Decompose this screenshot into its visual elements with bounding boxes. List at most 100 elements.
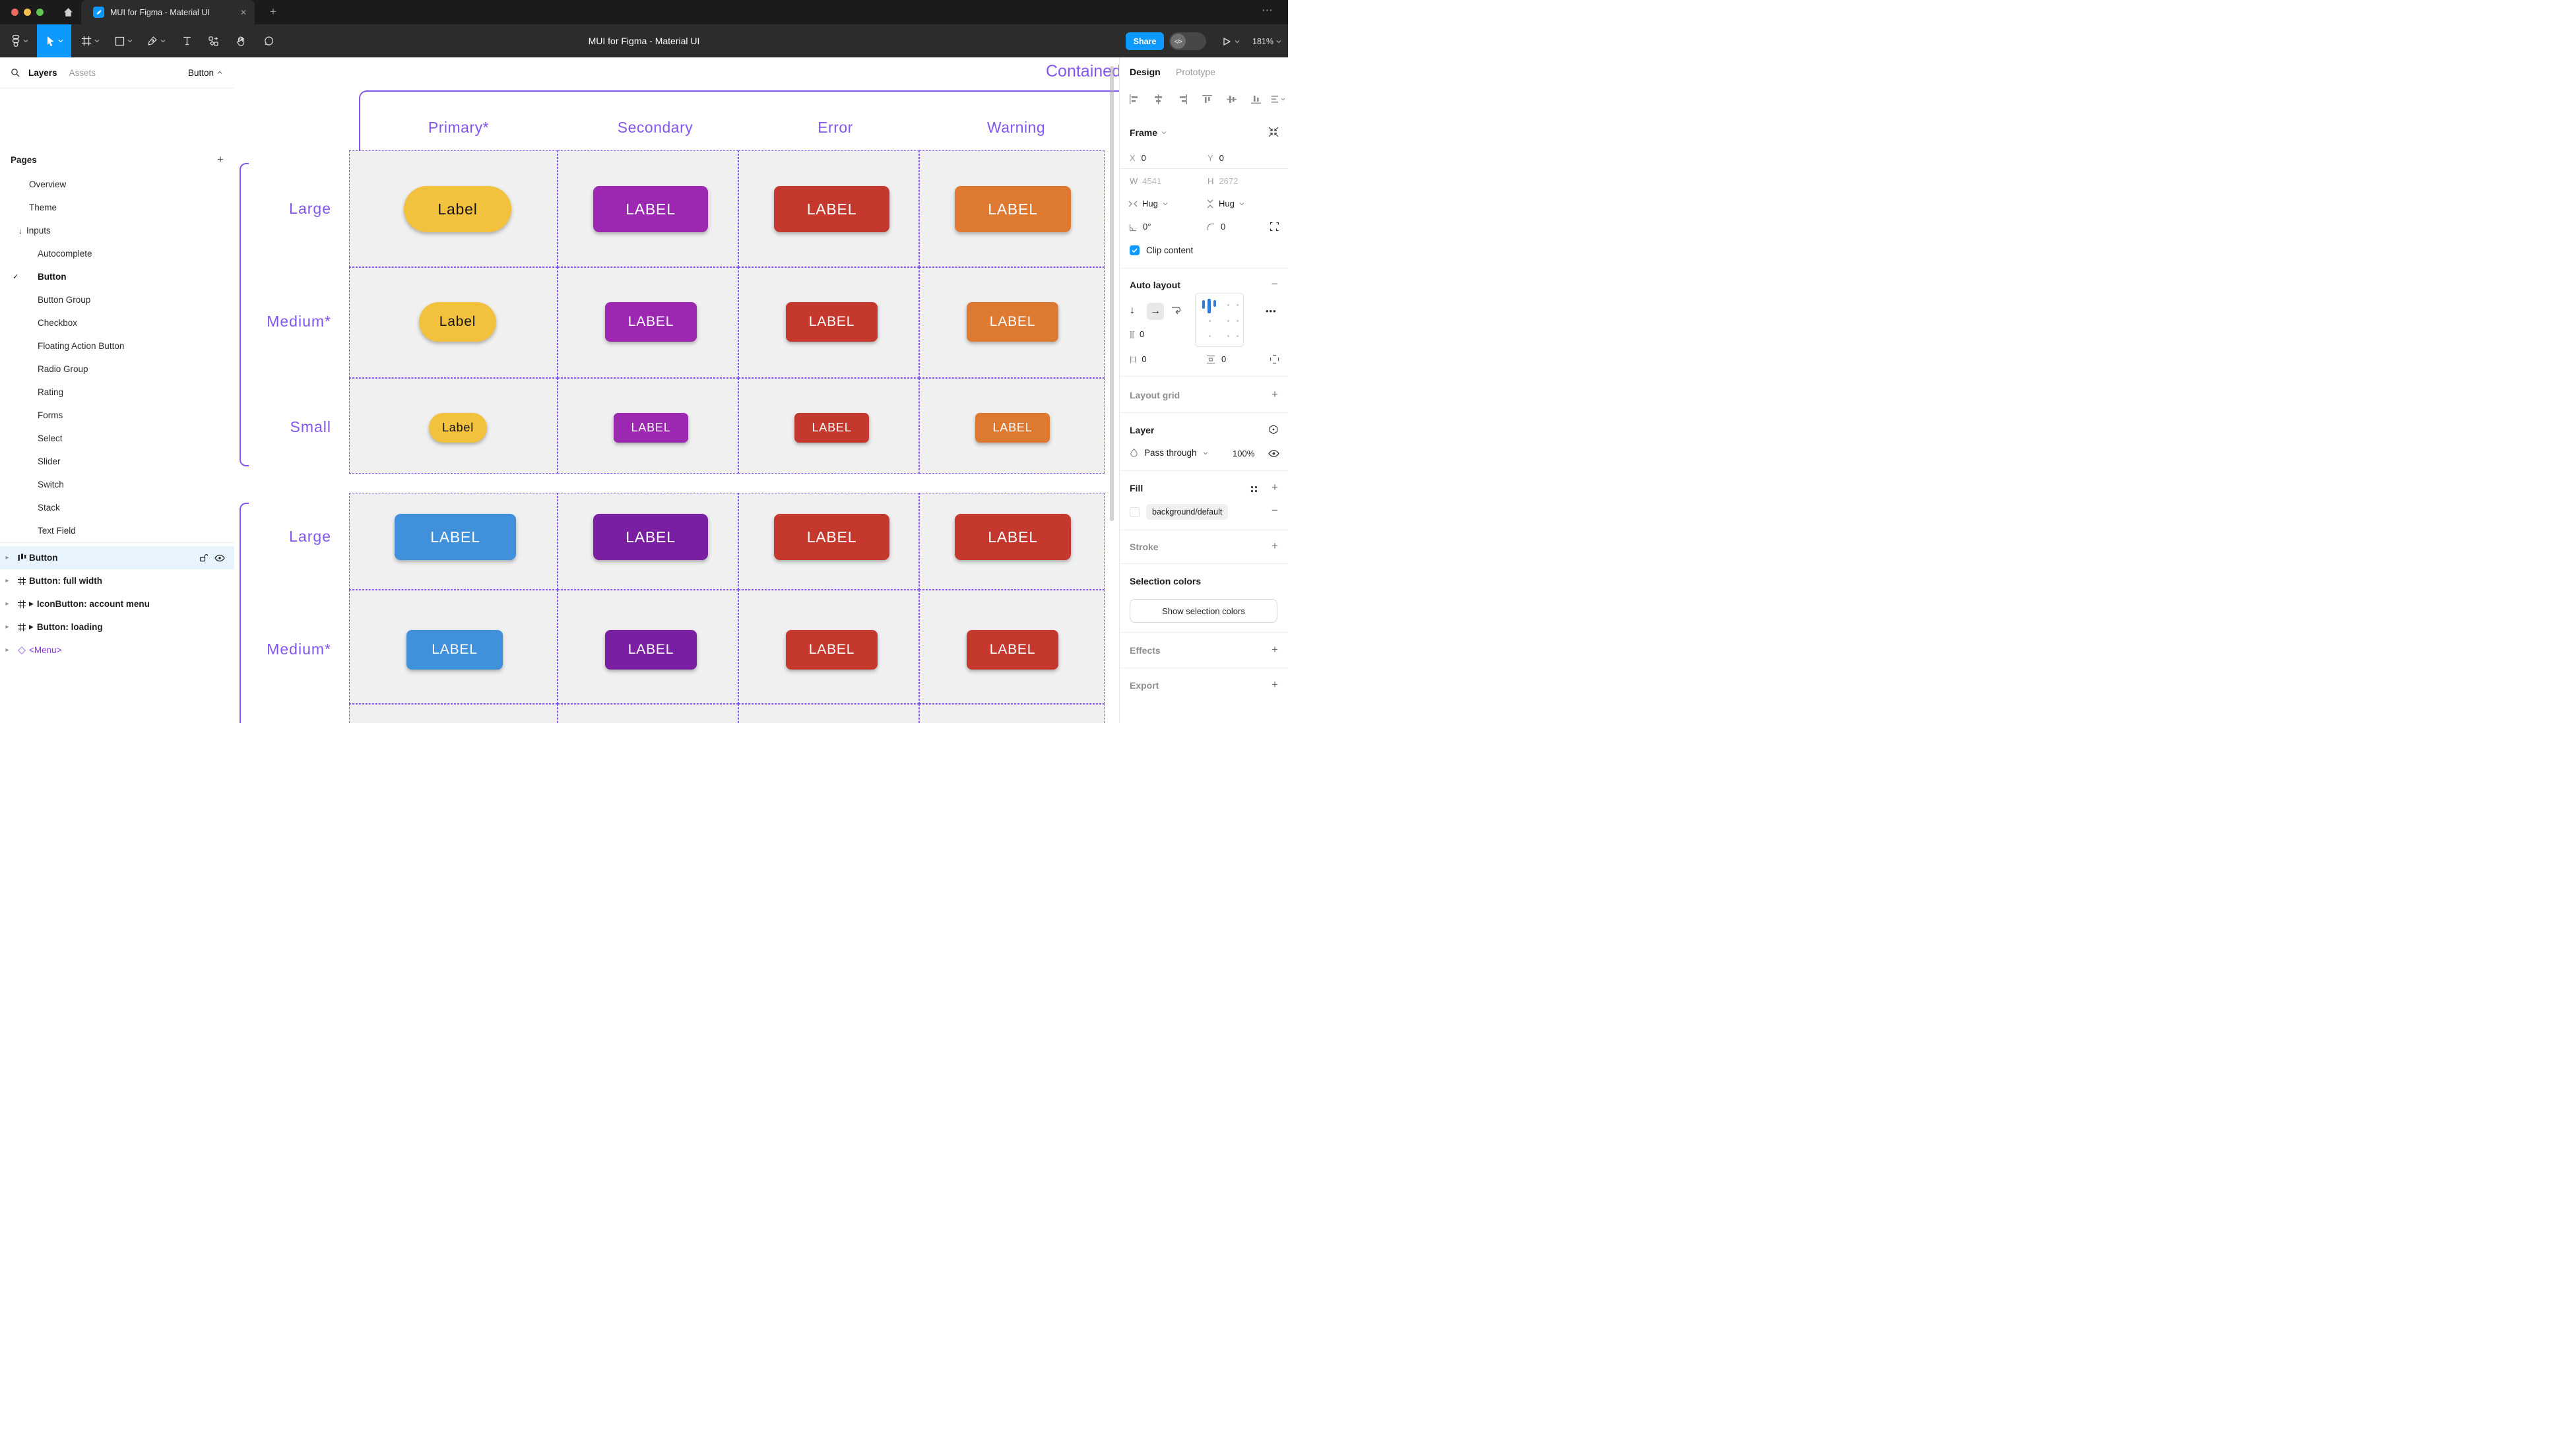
add-stroke-icon[interactable]: + bbox=[1272, 540, 1278, 552]
remove-auto-layout-icon[interactable]: − bbox=[1272, 278, 1278, 290]
page-item[interactable]: Overview bbox=[29, 179, 67, 189]
expand-caret-icon[interactable]: ▸ bbox=[5, 577, 9, 584]
canvas-scrollbar[interactable] bbox=[1110, 66, 1114, 521]
text-tool-button[interactable] bbox=[177, 24, 197, 57]
fill-styles-icon[interactable] bbox=[1250, 485, 1258, 493]
distribute-menu-icon[interactable] bbox=[1271, 94, 1285, 105]
layer-visibility-icon[interactable] bbox=[1268, 449, 1279, 458]
page-item[interactable]: Stack bbox=[38, 503, 60, 513]
canvas-button[interactable]: LABEL bbox=[406, 630, 503, 670]
fill-token-chip[interactable]: background/default bbox=[1146, 504, 1229, 520]
height-field[interactable]: H 2672 bbox=[1208, 176, 1239, 186]
home-icon[interactable] bbox=[63, 7, 74, 18]
direction-down-icon[interactable]: ↓ bbox=[1130, 305, 1135, 316]
window-close-button[interactable] bbox=[11, 9, 18, 16]
expand-caret-icon[interactable]: ▸ bbox=[5, 623, 9, 631]
canvas-button[interactable]: LABEL bbox=[967, 302, 1058, 342]
expand-caret-icon[interactable]: ▸ bbox=[5, 646, 9, 654]
layer-row-selected[interactable]: ▸ Button bbox=[0, 546, 234, 569]
window-more-icon[interactable]: ⋯ bbox=[1262, 4, 1273, 16]
blend-mode-dropdown[interactable]: Pass through bbox=[1130, 448, 1208, 458]
search-icon[interactable] bbox=[11, 68, 20, 77]
page-item[interactable]: Autocomplete bbox=[38, 249, 92, 259]
canvas-button[interactable]: LABEL bbox=[605, 302, 697, 342]
canvas-button[interactable]: LABEL bbox=[774, 186, 889, 232]
frame-section-header[interactable]: Frame bbox=[1130, 127, 1167, 138]
shape-tool-button[interactable] bbox=[110, 24, 137, 57]
canvas-button[interactable]: LABEL bbox=[605, 630, 697, 670]
move-tool-button[interactable] bbox=[37, 24, 71, 57]
zoom-menu[interactable]: 181% bbox=[1252, 32, 1281, 50]
blend-mode-icon[interactable] bbox=[1268, 424, 1279, 435]
canvas-button[interactable]: Label bbox=[429, 413, 487, 443]
main-menu-button[interactable] bbox=[5, 24, 34, 57]
canvas-button[interactable]: LABEL bbox=[955, 186, 1071, 232]
page-item[interactable]: Checkbox bbox=[38, 318, 78, 328]
page-item[interactable]: Slider bbox=[38, 456, 61, 466]
page-item[interactable]: Floating Action Button bbox=[38, 341, 125, 351]
file-tab[interactable]: MUI for Figma - Material UI ✕ bbox=[81, 0, 255, 24]
alignment-grid-widget[interactable] bbox=[1195, 293, 1244, 347]
present-button[interactable] bbox=[1222, 32, 1240, 50]
item-spacing-field[interactable]: ]|[ 0 bbox=[1130, 329, 1145, 339]
independent-padding-icon[interactable] bbox=[1270, 354, 1279, 364]
vertical-sizing-dropdown[interactable]: Hug bbox=[1206, 199, 1244, 208]
page-item[interactable]: Button Group bbox=[38, 295, 91, 305]
layer-row[interactable]: ▸ ▶ IconButton: account menu bbox=[0, 592, 234, 615]
visibility-icon[interactable] bbox=[214, 554, 225, 562]
align-top-icon[interactable] bbox=[1202, 94, 1213, 105]
page-selector-dropdown[interactable]: Button bbox=[188, 68, 230, 78]
canvas-button[interactable]: Label bbox=[419, 302, 496, 342]
fill-row[interactable]: background/default bbox=[1130, 504, 1229, 520]
direction-right-icon-selected[interactable]: → bbox=[1147, 303, 1164, 320]
frame-tool-button[interactable] bbox=[77, 24, 104, 57]
corner-radius-field[interactable]: 0 bbox=[1206, 222, 1225, 232]
page-item[interactable]: Theme bbox=[29, 203, 57, 212]
canvas-button[interactable]: LABEL bbox=[794, 413, 869, 443]
collapse-panels-icon[interactable] bbox=[1268, 127, 1279, 137]
expand-caret-icon[interactable]: ▸ bbox=[5, 554, 9, 561]
tab-design[interactable]: Design bbox=[1130, 67, 1161, 77]
layer-row[interactable]: ▸ Button: full width bbox=[0, 569, 234, 592]
page-item[interactable]: Forms bbox=[38, 410, 63, 420]
fill-swatch[interactable] bbox=[1130, 507, 1140, 517]
horizontal-sizing-dropdown[interactable]: Hug bbox=[1128, 199, 1168, 208]
canvas-button[interactable]: LABEL bbox=[975, 413, 1050, 443]
lock-open-icon[interactable] bbox=[199, 553, 208, 563]
vertical-padding-field[interactable]: 0 bbox=[1206, 354, 1226, 364]
page-item[interactable]: Switch bbox=[38, 480, 64, 489]
canvas-button[interactable]: Label bbox=[404, 186, 511, 232]
tab-layers[interactable]: Layers bbox=[28, 67, 57, 78]
align-right-icon[interactable] bbox=[1177, 94, 1188, 105]
dev-mode-toggle[interactable]: </> bbox=[1169, 32, 1206, 50]
independent-corners-icon[interactable] bbox=[1270, 222, 1279, 232]
window-zoom-button[interactable] bbox=[36, 9, 44, 16]
layer-opacity-value[interactable]: 100% bbox=[1233, 449, 1255, 458]
expand-caret-icon[interactable]: ▸ bbox=[5, 600, 9, 608]
add-page-icon[interactable]: + bbox=[217, 153, 224, 166]
rotation-field[interactable]: 0° bbox=[1128, 222, 1151, 232]
canvas-button[interactable]: LABEL bbox=[614, 413, 688, 443]
canvas-button[interactable]: LABEL bbox=[955, 514, 1071, 560]
align-bottom-icon[interactable] bbox=[1250, 94, 1262, 105]
hand-tool-button[interactable] bbox=[231, 24, 251, 57]
canvas-button[interactable]: LABEL bbox=[593, 186, 708, 232]
page-item[interactable]: Text Field bbox=[38, 526, 76, 536]
page-item[interactable]: Select bbox=[38, 433, 63, 443]
resources-tool-button[interactable] bbox=[203, 24, 223, 57]
show-selection-colors-button[interactable]: Show selection colors bbox=[1130, 599, 1277, 623]
share-button[interactable]: Share bbox=[1126, 32, 1164, 50]
canvas-button[interactable]: LABEL bbox=[593, 514, 708, 560]
add-layout-grid-icon[interactable]: + bbox=[1272, 388, 1278, 400]
tab-close-icon[interactable]: ✕ bbox=[240, 7, 247, 17]
wrap-icon[interactable] bbox=[1171, 305, 1182, 315]
frame-title[interactable]: Contained bbox=[1046, 62, 1119, 80]
add-effect-icon[interactable]: + bbox=[1272, 643, 1278, 656]
align-left-icon[interactable] bbox=[1128, 94, 1140, 105]
canvas-button[interactable]: LABEL bbox=[967, 630, 1058, 670]
page-item[interactable]: Radio Group bbox=[38, 364, 88, 374]
horizontal-padding-field[interactable]: |□| 0 bbox=[1130, 354, 1147, 364]
page-item[interactable]: Rating bbox=[38, 387, 64, 397]
